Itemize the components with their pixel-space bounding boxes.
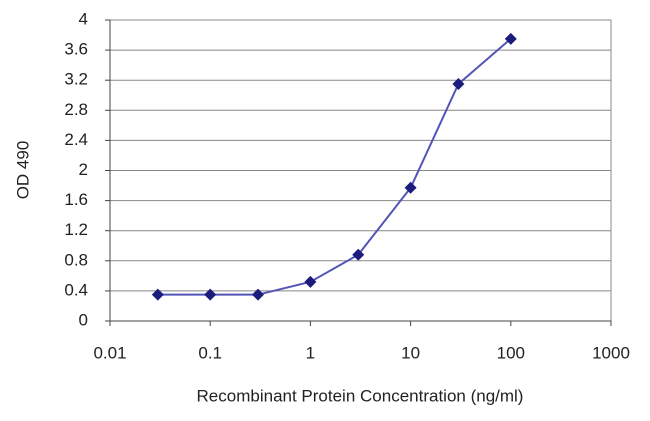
y-tick-label: 2 [79,160,88,179]
data-point [404,181,417,194]
data-line [157,38,512,296]
x-tick-label: 1000 [592,343,630,362]
x-tick-label: 1 [306,343,315,362]
x-tick-label: 0.1 [198,343,222,362]
x-tick-label: 0.01 [93,343,126,362]
data-point [304,275,317,288]
y-tick-label: 0 [79,310,88,329]
data-point [504,32,517,45]
x-axis-title: Recombinant Protein Concentration (ng/ml… [197,386,524,405]
y-tick-label: 4 [79,9,88,28]
y-tick-label: 1.2 [64,220,88,239]
x-tick-label: 100 [497,343,525,362]
data-point [204,288,217,301]
data-point [252,288,265,301]
y-tick-label: 2.8 [64,100,88,119]
y-tick-label: 0.8 [64,250,88,269]
data-point [151,288,164,301]
y-tick-label: 3.6 [64,40,88,59]
y-tick-label: 3.2 [64,70,88,89]
y-tick-label: 0.4 [64,280,88,299]
data-point [352,248,365,261]
y-tick-label: 1.6 [64,190,88,209]
y-axis-title: OD 490 [13,141,32,200]
data-point [452,77,465,90]
y-tick-label: 2.4 [64,130,88,149]
x-tick-label: 10 [401,343,420,362]
